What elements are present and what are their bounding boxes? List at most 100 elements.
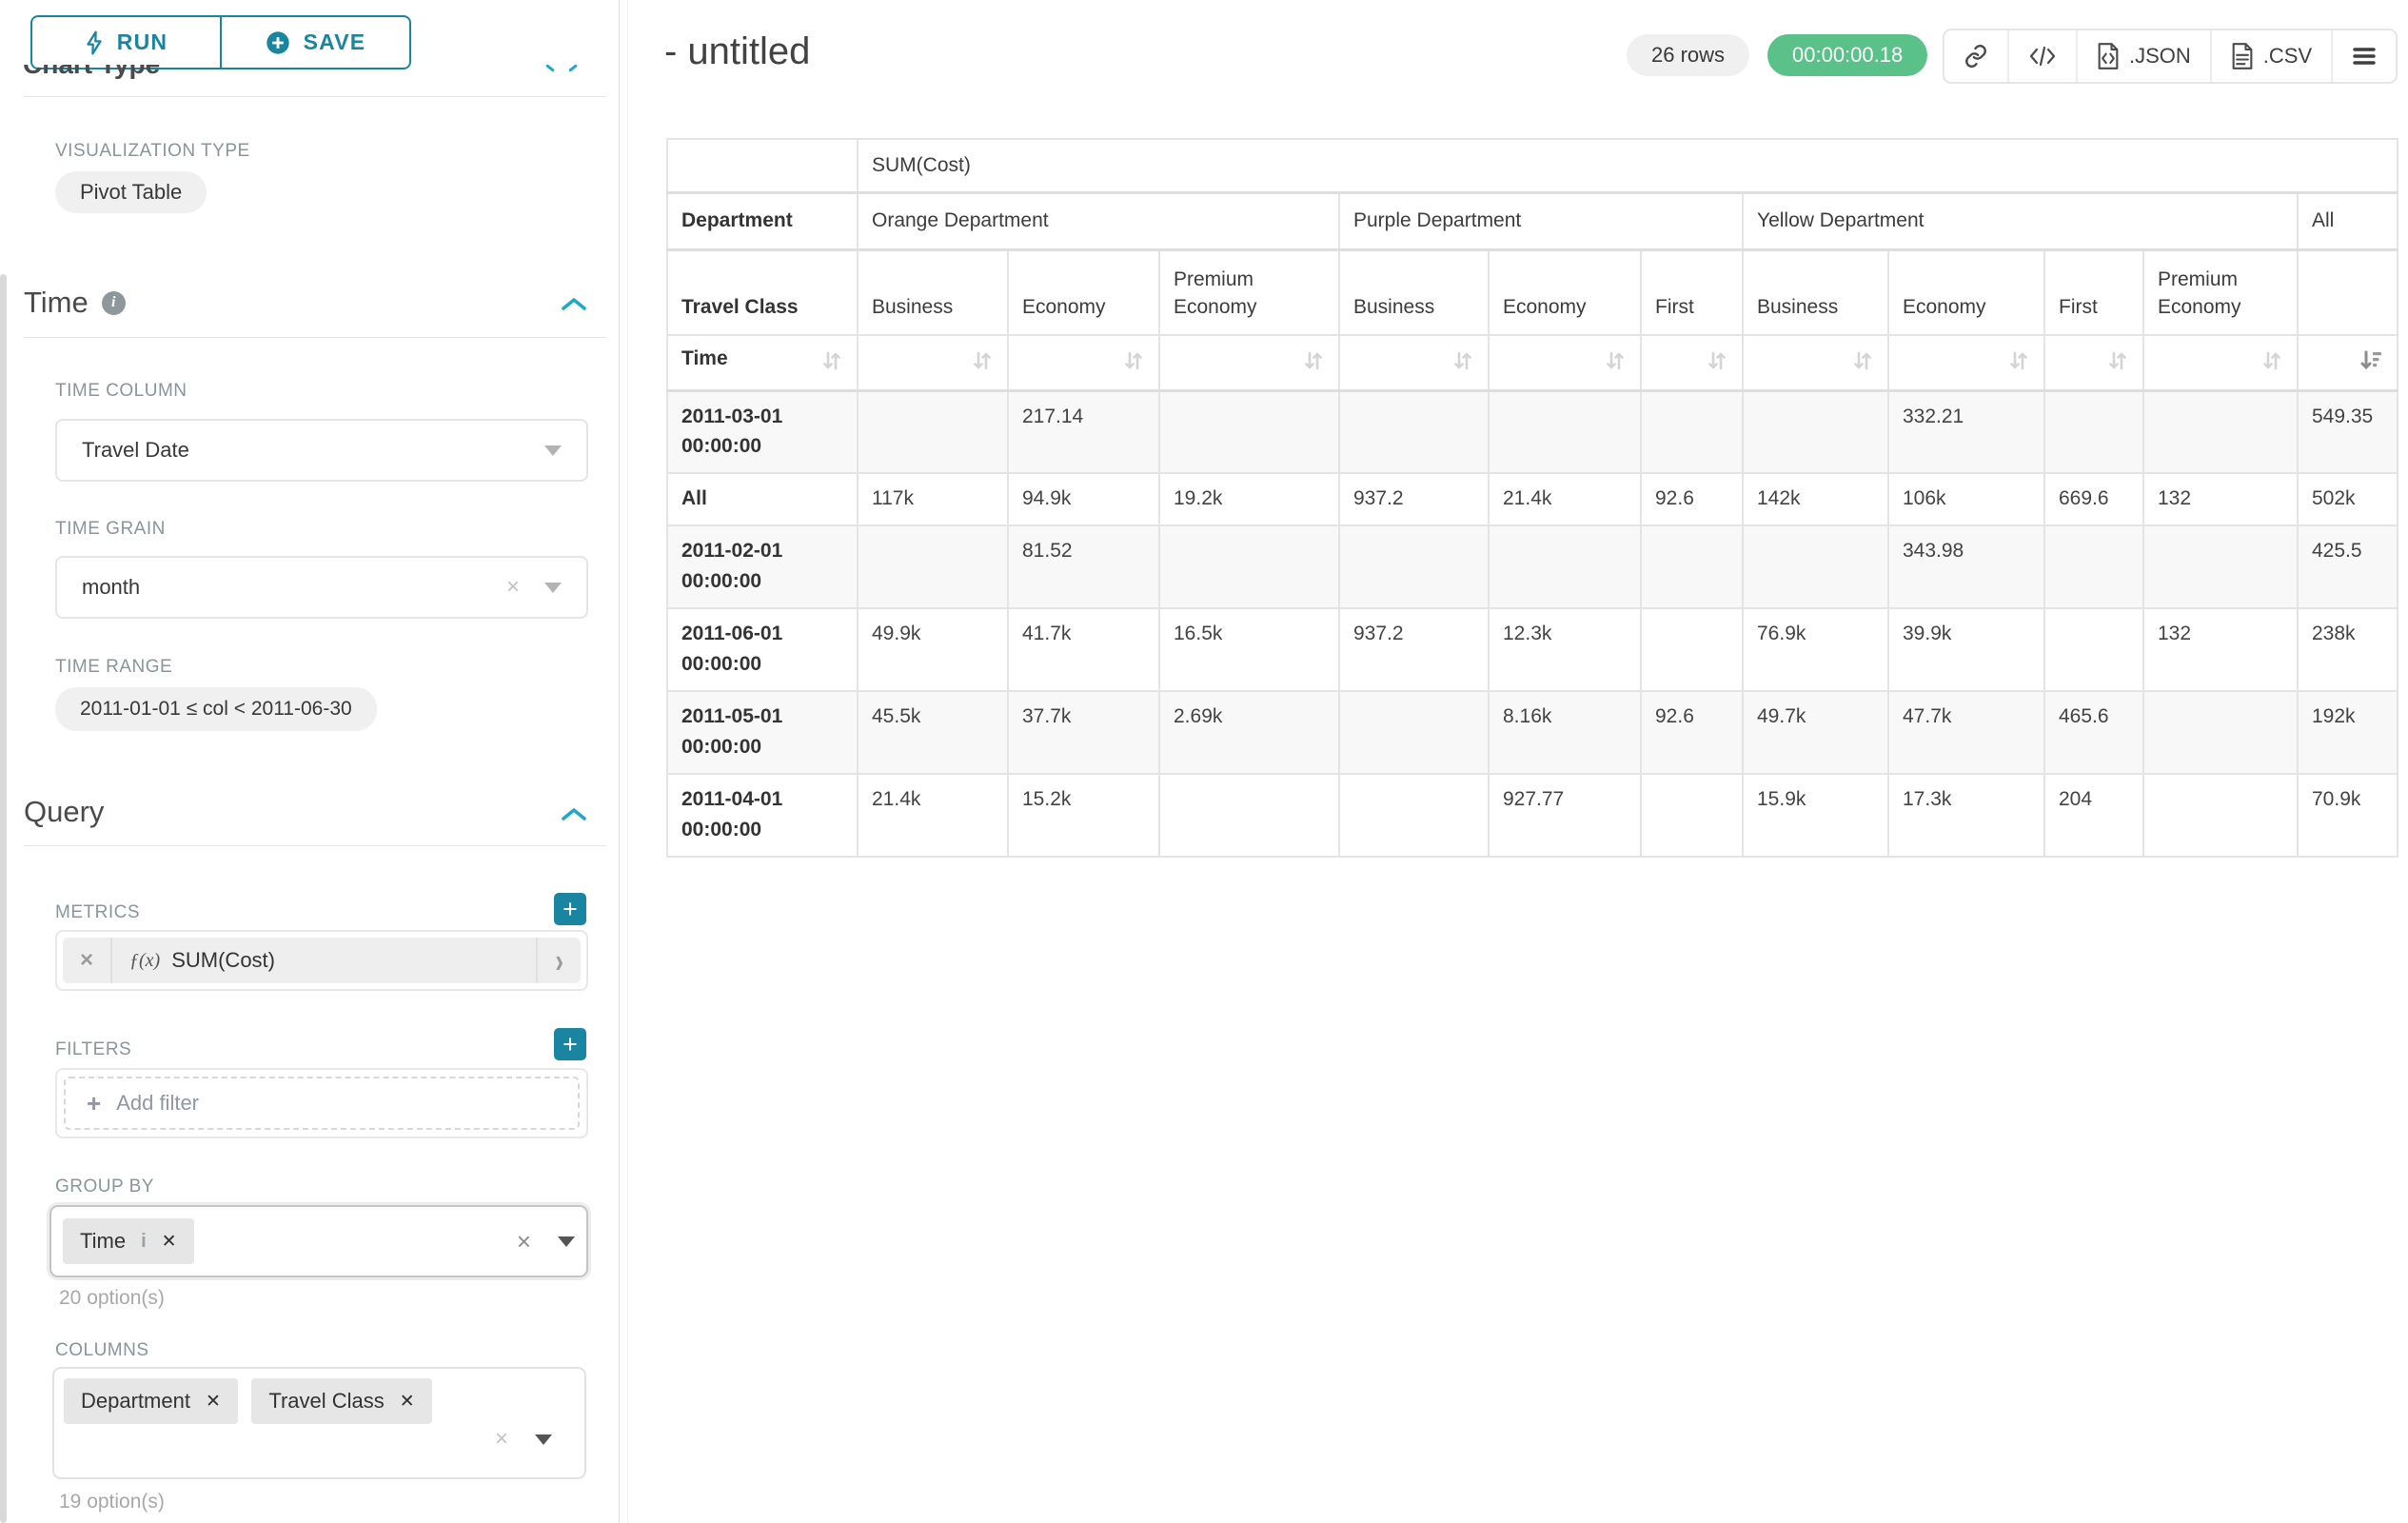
- pivot-cell: 16.5k: [1158, 607, 1340, 692]
- hamburger-icon: [2353, 48, 2376, 65]
- pivot-cell: 465.6: [2043, 690, 2144, 775]
- run-button[interactable]: RUN: [32, 17, 220, 68]
- pivot-cell: [1338, 690, 1490, 775]
- clear-all-icon[interactable]: ×: [516, 1227, 531, 1256]
- sort-icon[interactable]: [1122, 349, 1145, 378]
- save-button[interactable]: SAVE: [220, 17, 409, 68]
- sort-icon[interactable]: [1302, 349, 1325, 378]
- clear-icon[interactable]: ×: [505, 574, 520, 600]
- query-timer-badge: 00:00:00.18: [1767, 34, 1928, 76]
- groupby-option-count: 20 option(s): [59, 1287, 165, 1309]
- query-section-header[interactable]: Query: [24, 795, 104, 829]
- columns-label: COLUMNS: [55, 1340, 149, 1360]
- sort-icon[interactable]: [1451, 349, 1474, 378]
- time-column-value: Travel Date: [82, 438, 189, 462]
- col-header: Premium Economy: [2142, 248, 2299, 336]
- tag-label: Travel Class: [268, 1389, 385, 1413]
- divider: [24, 337, 606, 338]
- viz-type-pill[interactable]: Pivot Table: [55, 171, 207, 213]
- lightning-bolt-icon: [87, 30, 102, 55]
- sort-icon[interactable]: [1706, 349, 1728, 378]
- export-json-button[interactable]: .JSON: [2076, 30, 2210, 82]
- triangle-down-icon[interactable]: [558, 1236, 575, 1247]
- sort-cell: [1158, 334, 1340, 392]
- pivot-cell: [2142, 389, 2299, 474]
- columns-tag-travel-class[interactable]: Travel Class ✕: [251, 1378, 432, 1424]
- clear-all-icon[interactable]: ×: [494, 1426, 508, 1452]
- pivot-cell: 937.2: [1338, 472, 1490, 526]
- sort-icon[interactable]: [820, 349, 843, 378]
- sort-icon[interactable]: [1851, 349, 1874, 378]
- col-header: Premium Economy: [1158, 248, 1340, 336]
- time-section-title: Time: [24, 286, 89, 319]
- table-row: 2011-03-01 00:00:00 217.14 332.21 549.35: [666, 389, 2398, 474]
- save-label: SAVE: [303, 30, 366, 54]
- row-label: 2011-06-01 00:00:00: [666, 607, 859, 692]
- add-filter-button[interactable]: +: [554, 1028, 586, 1060]
- more-menu-button[interactable]: [2331, 30, 2396, 82]
- metric-body[interactable]: ƒ(x) SUM(Cost): [110, 938, 539, 983]
- groupby-tag-time[interactable]: Time i ✕: [63, 1218, 194, 1264]
- link-icon: [1965, 44, 1986, 69]
- sort-cell: [1007, 334, 1160, 392]
- remove-tag-icon[interactable]: ✕: [161, 1231, 177, 1252]
- chevron-right-icon[interactable]: ›: [555, 940, 563, 980]
- time-section-header[interactable]: Time i: [24, 286, 126, 320]
- pivot-cell: 94.9k: [1007, 472, 1160, 526]
- pivot-cell: 45.5k: [857, 690, 1009, 775]
- pivot-cell: 12.3k: [1488, 607, 1642, 692]
- triangle-down-icon: [544, 582, 562, 593]
- remove-tag-icon[interactable]: ✕: [205, 1391, 221, 1412]
- pivot-cell: 15.2k: [1007, 773, 1160, 858]
- columns-option-count: 19 option(s): [59, 1491, 165, 1513]
- pivot-cell: [1640, 607, 1744, 692]
- metrics-label: METRICS: [55, 902, 140, 922]
- remove-tag-icon[interactable]: ✕: [399, 1391, 415, 1412]
- sort-icon[interactable]: [2106, 349, 2129, 378]
- table-row: 2011-06-01 00:00:00 49.9k 41.7k 16.5k 937.2 1…: [666, 607, 2398, 692]
- remove-metric-icon[interactable]: ×: [80, 947, 94, 973]
- copy-link-button[interactable]: [1944, 30, 2007, 82]
- corner-cell: [666, 138, 859, 194]
- time-column-select[interactable]: Travel Date: [55, 419, 588, 482]
- sort-icon[interactable]: [2007, 349, 2030, 378]
- table-row: 2011-02-01 00:00:00 81.52 343.98 425.5: [666, 524, 2398, 609]
- sort-icon[interactable]: [971, 349, 994, 378]
- col-header-all-empty: [2297, 248, 2398, 336]
- chevron-up-icon[interactable]: [562, 297, 586, 310]
- add-metric-button[interactable]: +: [554, 893, 586, 925]
- chart-title[interactable]: - untitled: [664, 30, 811, 72]
- embed-code-button[interactable]: [2007, 30, 2076, 82]
- sort-desc-icon[interactable]: [2359, 349, 2383, 378]
- sort-cell: [857, 334, 1009, 392]
- time-range-pill[interactable]: 2011-01-01 ≤ col < 2011-06-30: [55, 687, 377, 731]
- pivot-cell: 425.5: [2297, 524, 2398, 609]
- sort-cell: [1640, 334, 1744, 392]
- time-grain-select[interactable]: month ×: [55, 556, 588, 619]
- sidebar-scrollbar[interactable]: [0, 274, 7, 1523]
- metric-pill[interactable]: × ƒ(x) SUM(Cost) ›: [63, 938, 581, 983]
- row-dim-label: Time: [681, 346, 728, 369]
- pivot-cell: 502k: [2297, 472, 2398, 526]
- pivot-cell: 37.7k: [1007, 690, 1160, 775]
- add-filter-dropzone[interactable]: + Add filter: [64, 1077, 580, 1130]
- pivot-cell: 204: [2043, 773, 2144, 858]
- columns-tag-department[interactable]: Department ✕: [64, 1378, 238, 1424]
- sort-icon[interactable]: [2260, 349, 2283, 378]
- pivot-cell: 343.98: [1887, 524, 2045, 609]
- export-csv-button[interactable]: .CSV: [2209, 30, 2331, 82]
- pivot-cell: [1640, 773, 1744, 858]
- pivot-cell: 19.2k: [1158, 472, 1340, 526]
- chevron-up-icon[interactable]: [562, 807, 586, 821]
- query-section-title: Query: [24, 795, 105, 828]
- triangle-down-icon[interactable]: [535, 1434, 552, 1445]
- pivot-cell: 2.69k: [1158, 690, 1340, 775]
- sort-icon[interactable]: [1604, 349, 1627, 378]
- panel-divider[interactable]: [619, 0, 620, 1523]
- time-grain-label: TIME GRAIN: [55, 519, 166, 539]
- groupby-select[interactable]: Time i ✕ ×: [49, 1205, 588, 1277]
- panel-divider-inner: [627, 0, 628, 1523]
- columns-select[interactable]: Department ✕ Travel Class ✕ ×: [52, 1367, 586, 1479]
- pivot-cell: [2142, 690, 2299, 775]
